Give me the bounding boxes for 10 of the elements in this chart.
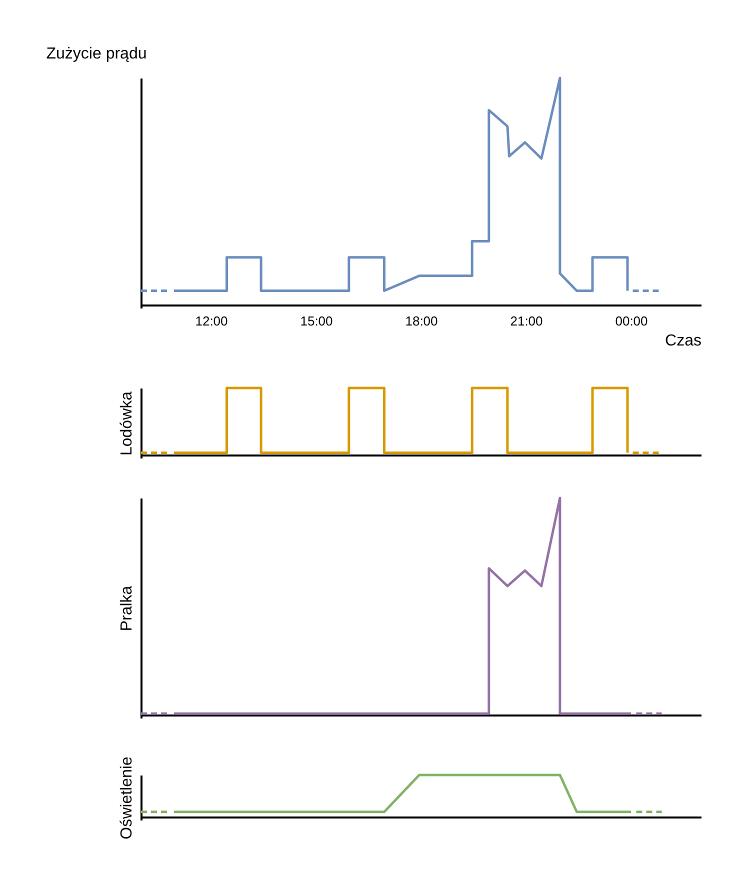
y-axis-title: Oświetlenie [118, 756, 136, 840]
x-tick-label: 15:00 [300, 314, 333, 328]
x-tick-label: 00:00 [615, 314, 648, 328]
x-tick-label: 21:00 [510, 314, 543, 328]
y-axis-title: Lodówka [118, 391, 136, 456]
x-tick-label: 18:00 [405, 314, 438, 328]
y-axis-title: Pralka [118, 586, 136, 632]
x-tick-label: 12:00 [195, 314, 228, 328]
x-axis-title: Czas [665, 332, 702, 350]
y-axis-title: Zużycie prądu [46, 46, 147, 62]
